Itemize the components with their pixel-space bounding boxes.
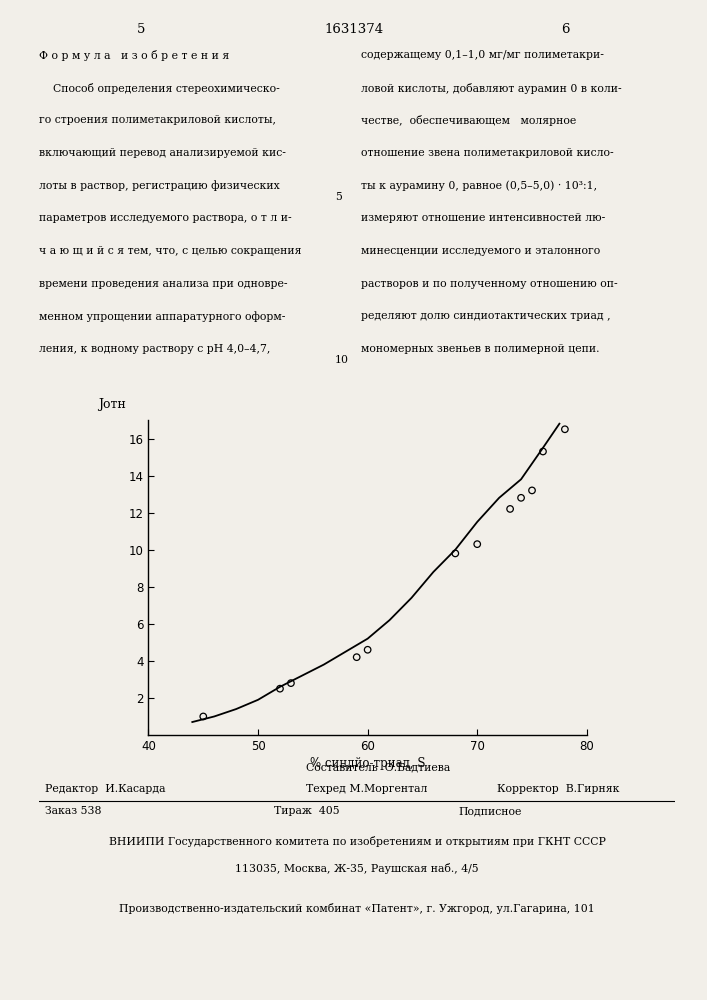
Point	[515, 490, 527, 506]
Point	[286, 675, 297, 691]
Text: 1631374: 1631374	[324, 23, 383, 36]
Text: мономерных звеньев в полимерной цепи.: мономерных звеньев в полимерной цепи.	[361, 344, 599, 354]
Text: отношение звена полиметакриловой кисло-: отношение звена полиметакриловой кисло-	[361, 148, 613, 158]
Text: Корректор  В.Гирняк: Корректор В.Гирняк	[497, 784, 619, 794]
Text: содержащему 0,1–1,0 мг/мг полиметакри-: содержащему 0,1–1,0 мг/мг полиметакри-	[361, 50, 604, 60]
Point	[505, 501, 516, 517]
Text: 5: 5	[335, 192, 341, 202]
X-axis label: % синдйо-триад, S: % синдйо-триад, S	[310, 757, 426, 770]
Text: ловой кислоты, добавляют аурамин 0 в коли-: ловой кислоты, добавляют аурамин 0 в кол…	[361, 83, 621, 94]
Point	[450, 545, 461, 561]
Point	[362, 642, 373, 658]
Text: 113035, Москва, Ж-35, Раушская наб., 4/5: 113035, Москва, Ж-35, Раушская наб., 4/5	[235, 863, 479, 874]
Text: лоты в раствор, регистрацию физических: лоты в раствор, регистрацию физических	[39, 181, 280, 191]
Text: измеряют отношение интенсивностей лю-: измеряют отношение интенсивностей лю-	[361, 213, 604, 223]
Text: 6: 6	[561, 23, 570, 36]
Text: времени проведения анализа при одновре-: времени проведения анализа при одновре-	[39, 279, 287, 289]
Text: растворов и по полученному отношению оп-: растворов и по полученному отношению оп-	[361, 279, 617, 289]
Text: параметров исследуемого раствора, о т л и-: параметров исследуемого раствора, о т л …	[39, 213, 291, 223]
Text: Составитель  О.Бадтиева: Составитель О.Бадтиева	[306, 762, 450, 772]
Point	[274, 681, 286, 697]
Text: Редактор  И.Касарда: Редактор И.Касарда	[45, 784, 165, 794]
Text: 5: 5	[137, 23, 146, 36]
Text: Подписное: Подписное	[459, 806, 522, 816]
Text: ч а ю щ и й с я тем, что, с целью сокращения: ч а ю щ и й с я тем, что, с целью сокращ…	[39, 246, 301, 256]
Text: ты к аурамину 0, равное (0,5–5,0) · 10³:1,: ты к аурамину 0, равное (0,5–5,0) · 10³:…	[361, 181, 597, 191]
Text: включающий перевод анализируемой кис-: включающий перевод анализируемой кис-	[39, 148, 286, 158]
Text: 10: 10	[335, 355, 349, 365]
Point	[351, 649, 363, 665]
Text: Способ определения стереохимическо-: Способ определения стереохимическо-	[39, 83, 280, 94]
Text: Jотн: Jотн	[98, 398, 126, 411]
Text: ления, к водному раствору с pH 4,0–4,7,: ления, к водному раствору с pH 4,0–4,7,	[39, 344, 270, 354]
Point	[537, 443, 549, 459]
Text: Производственно-издательский комбинат «Патент», г. Ужгород, ул.Гагарина, 101: Производственно-издательский комбинат «П…	[119, 902, 595, 914]
Text: Тираж  405: Тираж 405	[274, 806, 340, 816]
Text: честве,  обеспечивающем   молярное: честве, обеспечивающем молярное	[361, 115, 575, 126]
Point	[559, 421, 571, 437]
Text: Ф о р м у л а   и з о б р е т е н и я: Ф о р м у л а и з о б р е т е н и я	[39, 50, 229, 61]
Text: Техред М.Моргентал: Техред М.Моргентал	[306, 784, 428, 794]
Text: го строения полиметакриловой кислоты,: го строения полиметакриловой кислоты,	[39, 115, 276, 125]
Point	[526, 482, 538, 498]
Point	[472, 536, 483, 552]
Text: Заказ 538: Заказ 538	[45, 806, 102, 816]
Point	[198, 708, 209, 724]
Text: ределяют долю синдиотактических триад ,: ределяют долю синдиотактических триад ,	[361, 311, 610, 321]
Text: минесценции исследуемого и эталонного: минесценции исследуемого и эталонного	[361, 246, 600, 256]
Text: ВНИИПИ Государственного комитета по изобретениям и открытиям при ГКНТ СССР: ВНИИПИ Государственного комитета по изоб…	[109, 836, 605, 847]
Text: менном упрощении аппаратурного оформ-: менном упрощении аппаратурного оформ-	[39, 311, 285, 322]
